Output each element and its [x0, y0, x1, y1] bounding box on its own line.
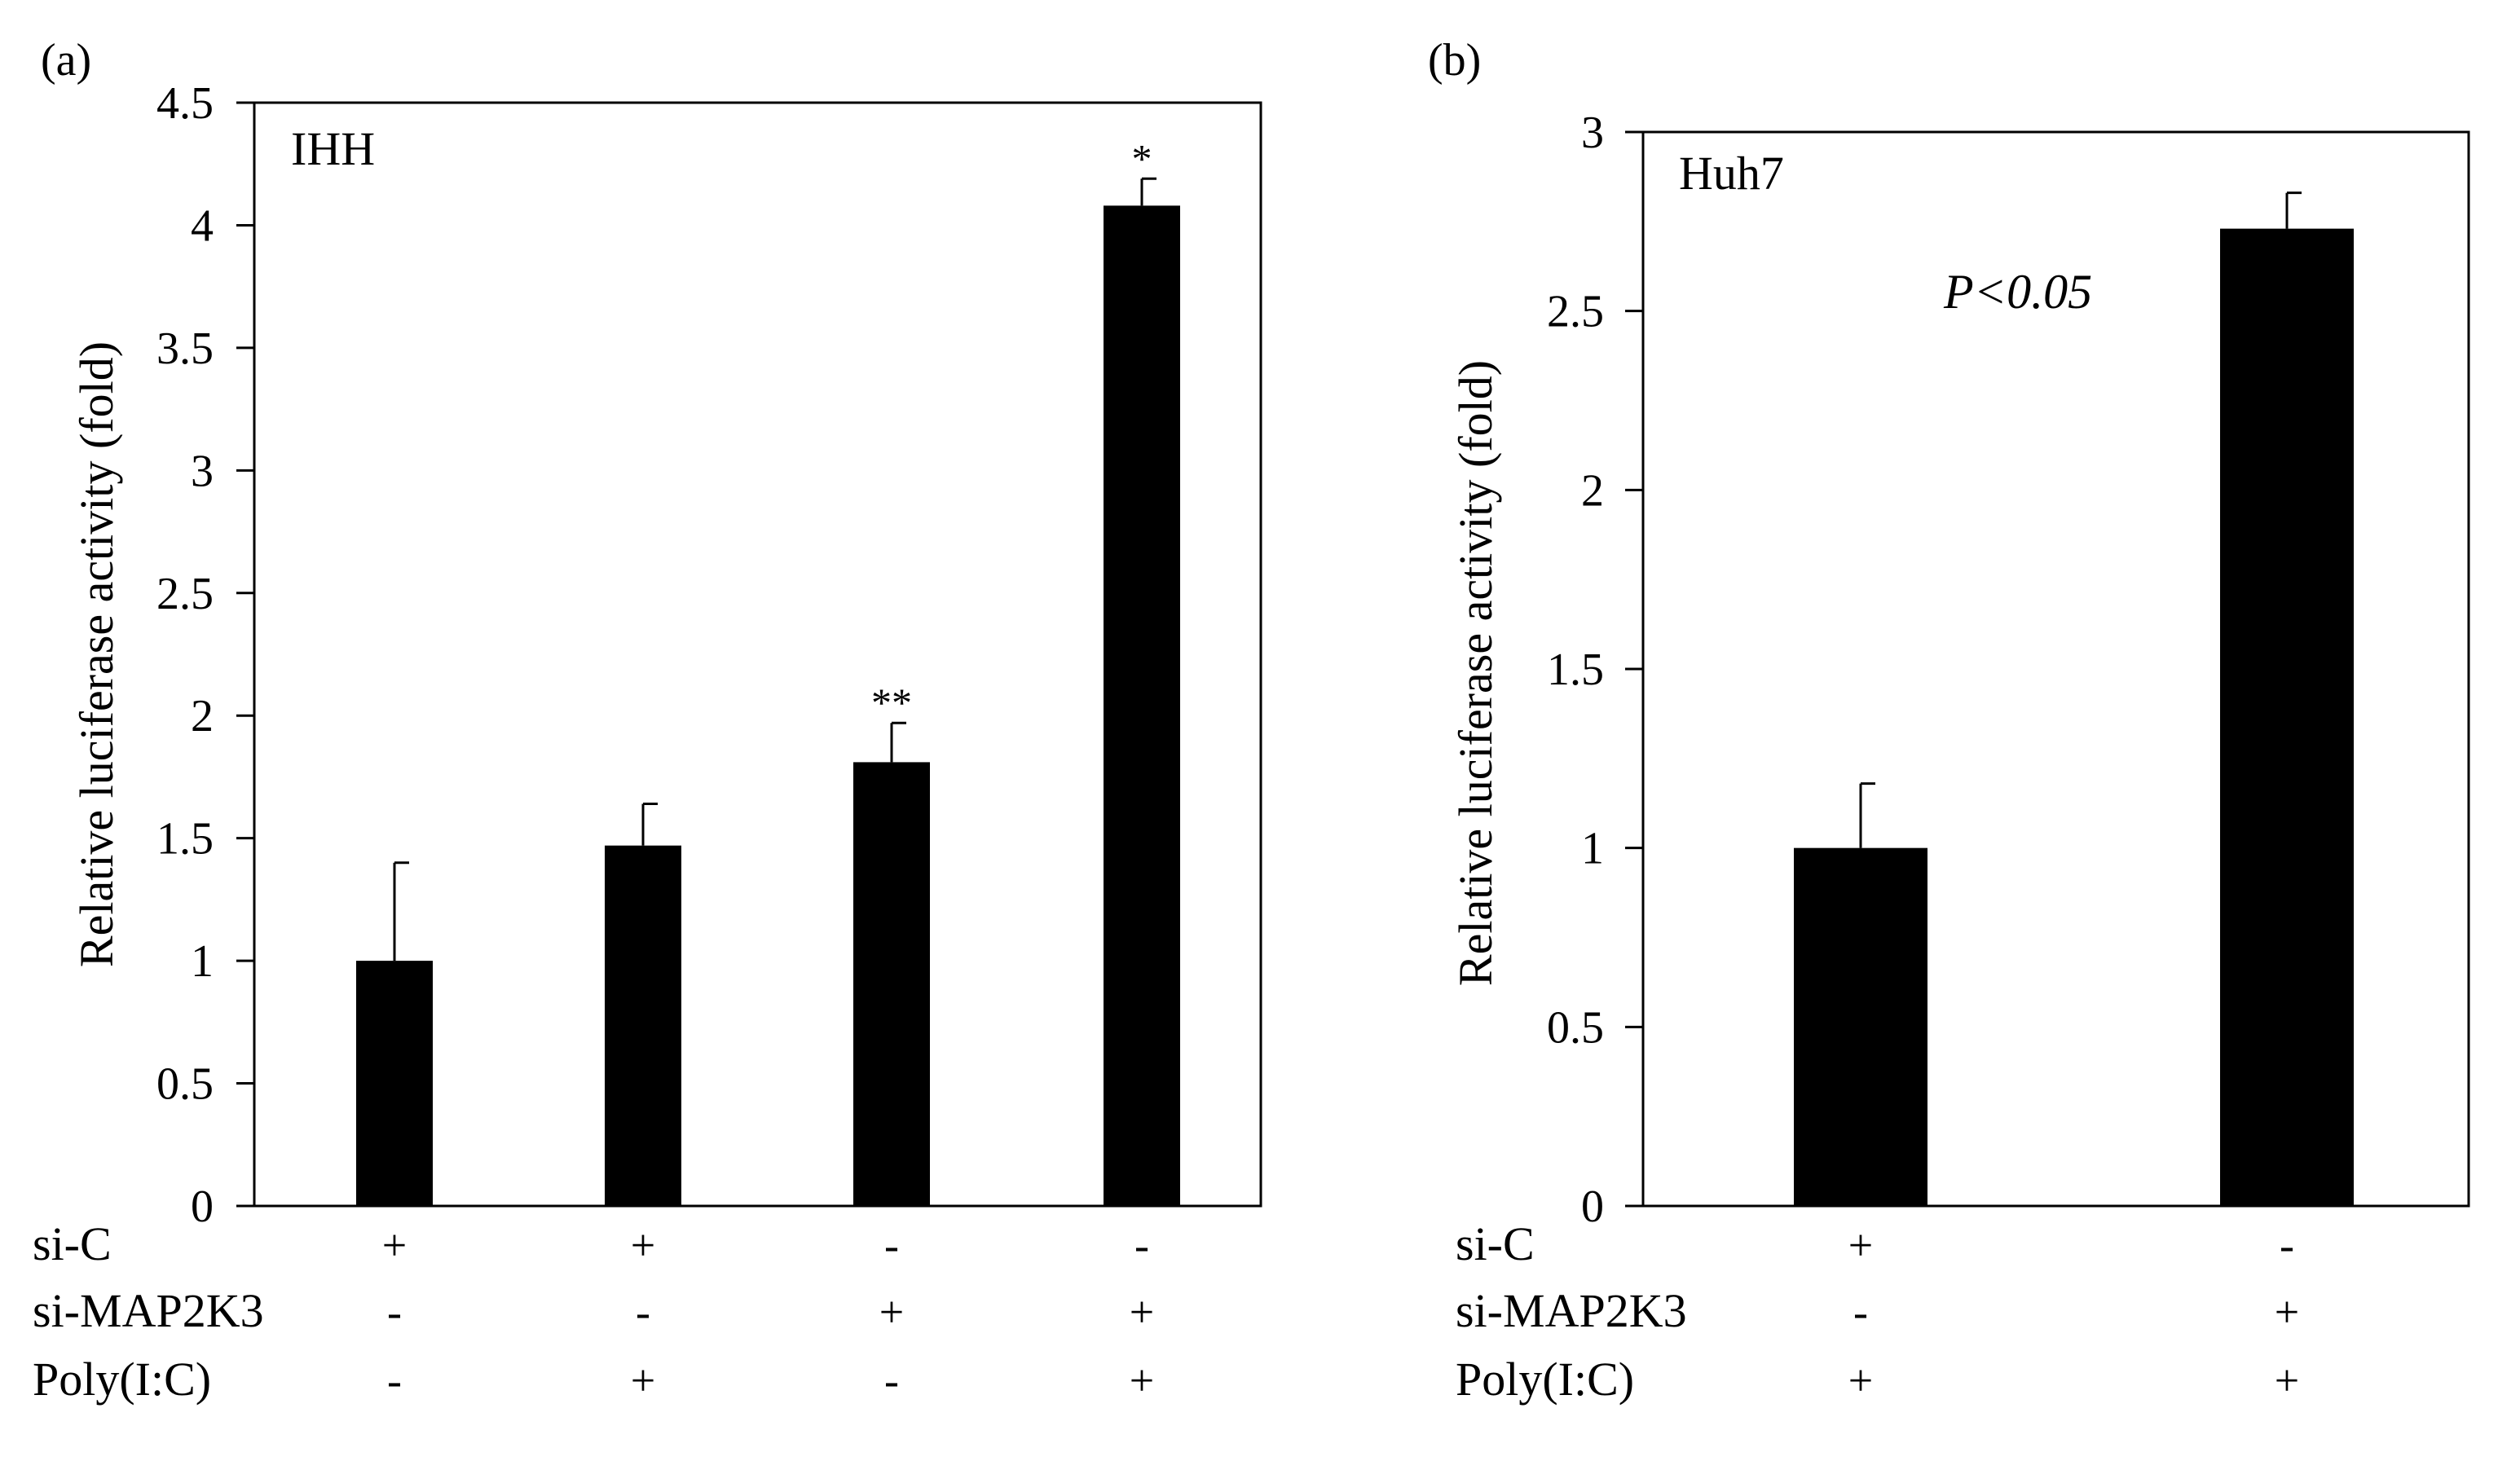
y-tick-label: 2.5 — [156, 569, 214, 619]
condition-sign: - — [884, 1356, 899, 1405]
condition-label: si-MAP2K3 — [1456, 1284, 1687, 1337]
panel-a: (a) 00.511.522.533.544.5 *** IHH Relativ… — [33, 35, 1262, 1406]
significance-mark: * — [1132, 135, 1152, 181]
y-tick-label: 0 — [191, 1182, 214, 1232]
y-tick-label: 1 — [1581, 824, 1604, 874]
condition-sign: + — [879, 1287, 904, 1336]
condition-label: Poly(I:C) — [33, 1353, 211, 1406]
y-tick-label: 4 — [191, 200, 214, 251]
bars: *** — [356, 135, 1180, 1207]
significance-mark: ** — [871, 680, 912, 725]
condition-label: si-C — [1456, 1217, 1535, 1270]
bar — [2220, 228, 2354, 1206]
p-value-annotation: P<0.05 — [1943, 265, 2092, 319]
y-tick-label: 1 — [191, 936, 214, 987]
condition-sign: + — [2275, 1356, 2299, 1405]
condition-sign: - — [387, 1287, 402, 1336]
bar — [853, 762, 930, 1206]
y-tick-label: 3 — [191, 446, 214, 496]
y-tick-label: 2 — [191, 691, 214, 742]
y-tick-label: 0.5 — [156, 1059, 214, 1110]
y-tick-label: 0.5 — [1547, 1002, 1604, 1053]
y-tick-label: 1.5 — [156, 814, 214, 865]
condition-label: Poly(I:C) — [1456, 1353, 1634, 1406]
y-tick-label: 3.5 — [156, 323, 214, 374]
plot-frame — [1641, 130, 2470, 1208]
panel-label: (a) — [41, 35, 91, 86]
y-tick-label: 4.5 — [156, 78, 214, 129]
panel-label: (b) — [1428, 35, 1481, 86]
bar — [356, 961, 433, 1206]
condition-sign: - — [636, 1287, 650, 1336]
condition-sign: + — [631, 1221, 655, 1270]
condition-sign: - — [884, 1221, 899, 1270]
y-tick-label: 2 — [1581, 465, 1604, 516]
y-ticks: 0 0.5 1 1.5 2 2.5 3 3.5 4 4.5 — [156, 78, 254, 1232]
bar — [1104, 205, 1180, 1207]
condition-sign: + — [2275, 1287, 2299, 1336]
condition-sign: + — [631, 1356, 655, 1405]
cell-line-label: Huh7 — [1679, 147, 1784, 200]
condition-sign: - — [1853, 1287, 1868, 1336]
bar — [1794, 847, 1927, 1206]
condition-sign: + — [382, 1221, 407, 1270]
condition-sign: - — [2280, 1221, 2294, 1270]
condition-sign: + — [1848, 1356, 1873, 1405]
bar — [605, 845, 681, 1206]
panel-b: (b) 0 0.5 1 1.5 2 2.5 3 Huh7 P<0.05 Relative l… — [1428, 35, 2470, 1406]
y-tick-label: 2.5 — [1547, 287, 1604, 337]
y-tick-label: 1.5 — [1547, 645, 1604, 695]
y-tick-label: 0 — [1581, 1182, 1604, 1232]
condition-sign: + — [1130, 1356, 1154, 1405]
condition-label: si-C — [33, 1217, 112, 1270]
y-axis-label: Relative luciferase activity (fold) — [70, 341, 123, 967]
condition-sign: - — [387, 1356, 402, 1405]
bars — [1794, 191, 2354, 1206]
y-ticks: 0 0.5 1 1.5 2 2.5 3 — [1547, 108, 1643, 1232]
condition-table: si-C + + - - si-MAP2K3 - - + + Poly(I:C) - + - + — [33, 1217, 1154, 1406]
condition-sign: + — [1130, 1287, 1154, 1336]
y-tick-label: 3 — [1581, 108, 1604, 158]
y-axis-label: Relative luciferase activity (fold) — [1449, 360, 1502, 986]
condition-label: si-MAP2K3 — [33, 1284, 264, 1337]
condition-table: si-C + - si-MAP2K3 - + Poly(I:C) + + — [1456, 1217, 2299, 1406]
cell-line-label: IHH — [291, 122, 375, 175]
plot-frame — [253, 101, 1262, 1208]
condition-sign: - — [1134, 1221, 1149, 1270]
condition-sign: + — [1848, 1221, 1873, 1270]
